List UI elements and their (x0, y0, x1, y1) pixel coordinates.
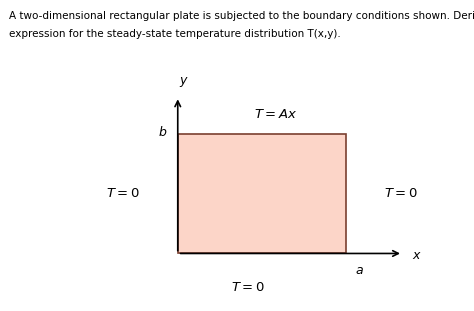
Text: $T = Ax$: $T = Ax$ (254, 108, 297, 121)
Text: expression for the steady-state temperature distribution T(x,y).: expression for the steady-state temperat… (9, 29, 340, 39)
Text: A two-dimensional rectangular plate is subjected to the boundary conditions show: A two-dimensional rectangular plate is s… (9, 11, 474, 21)
Text: $b$: $b$ (158, 125, 167, 139)
Bar (178, 134, 346, 253)
Text: $T = 0$: $T = 0$ (106, 187, 140, 200)
Text: $a$: $a$ (355, 264, 364, 277)
Text: $T = 0$: $T = 0$ (231, 281, 265, 295)
Text: $x$: $x$ (412, 248, 422, 262)
Text: $y$: $y$ (179, 75, 188, 89)
Text: $T = 0$: $T = 0$ (383, 187, 418, 200)
